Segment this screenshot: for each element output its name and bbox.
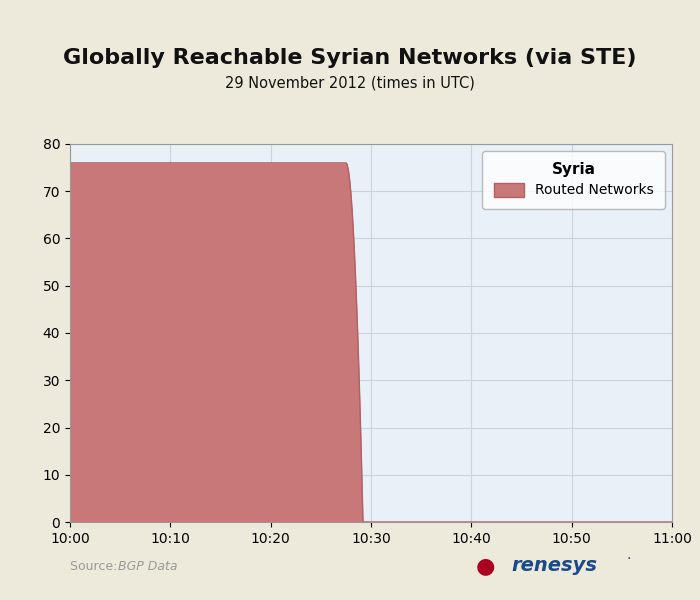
Text: Source:: Source: bbox=[70, 560, 125, 574]
Text: renesys: renesys bbox=[511, 556, 597, 575]
Text: 29 November 2012 (times in UTC): 29 November 2012 (times in UTC) bbox=[225, 75, 475, 90]
Text: Globally Reachable Syrian Networks (via STE): Globally Reachable Syrian Networks (via … bbox=[63, 48, 637, 68]
Text: BGP Data: BGP Data bbox=[118, 560, 177, 574]
Legend: Routed Networks: Routed Networks bbox=[482, 151, 665, 209]
Text: ·: · bbox=[626, 552, 631, 566]
Text: ●: ● bbox=[476, 556, 496, 576]
